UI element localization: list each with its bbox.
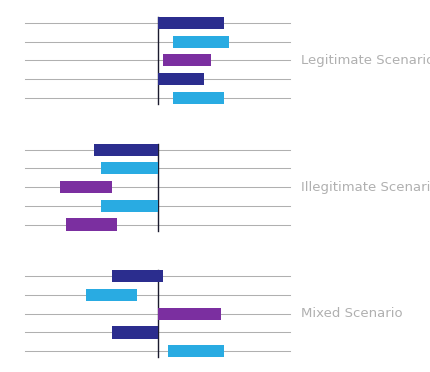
Bar xyxy=(86,289,137,301)
Bar xyxy=(157,73,203,85)
Bar xyxy=(173,36,229,48)
Bar xyxy=(163,54,211,67)
Bar xyxy=(101,200,157,212)
Bar xyxy=(61,181,111,193)
Text: Legitimate Scenario: Legitimate Scenario xyxy=(301,54,430,67)
Bar xyxy=(111,270,163,282)
Text: Mixed Scenario: Mixed Scenario xyxy=(301,307,402,320)
Bar xyxy=(157,17,224,29)
Bar xyxy=(101,162,157,174)
Bar xyxy=(66,218,117,231)
Bar xyxy=(168,345,224,357)
Text: Illegitimate Scenario: Illegitimate Scenario xyxy=(301,180,430,193)
Bar xyxy=(111,326,157,339)
Bar xyxy=(173,92,224,104)
Bar xyxy=(157,308,221,320)
Bar xyxy=(94,144,157,156)
